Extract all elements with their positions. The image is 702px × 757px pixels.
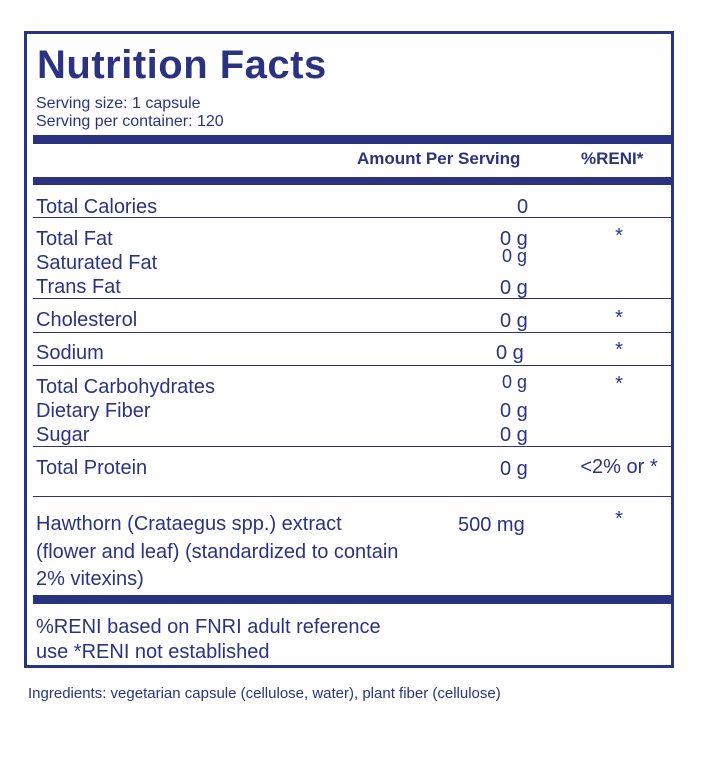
hawthorn-label-line-3: 2% vitexins) [36,568,144,590]
hawthorn-label-line-2: (flower and leaf) (standardized to conta… [36,541,399,563]
row-label-sodium: Sodium [36,342,104,364]
row-amount-total-fat: 0 g [500,228,528,250]
divider [33,217,671,218]
row-label-total-calories: Total Calories [36,196,158,218]
row-label-total-protein: Total Protein [36,457,148,479]
row-amount-saturated-fat: 0 g [502,246,528,266]
row-reni-total-carbohydrates: * [615,373,623,395]
divider [33,446,671,447]
hawthorn-amount: 500 mg [458,514,525,536]
serving-size: Serving size: 1 capsule [36,95,201,112]
row-amount-total-carbohydrates: 0 g [502,372,528,392]
footnote-line-1: %RENI based on FNRI adult reference [36,616,381,638]
panel-title: Nutrition Facts [37,43,327,87]
row-amount-sodium: 0 g [496,342,524,364]
row-amount-sugar: 0 g [500,424,528,446]
servings-per-container: Serving per container: 120 [36,113,224,130]
row-label-trans-fat: Trans Fat [36,276,121,298]
hawthorn-reni: * [615,508,623,530]
divider [33,365,671,366]
row-amount-total-calories: 0 [517,196,529,218]
divider [33,496,671,497]
row-amount-dietary-fiber: 0 g [500,400,528,422]
thick-bar-top [33,135,671,144]
divider [33,332,671,333]
reni-header: %RENI* [581,149,644,168]
row-amount-cholesterol: 0 g [500,310,528,332]
row-reni-sodium: * [615,339,623,361]
footnote-line-2: use *RENI not established [36,641,270,663]
ingredients-text: Ingredients: vegetarian capsule (cellulo… [28,685,501,702]
divider [33,298,671,299]
hawthorn-label-line-1: Hawthorn (Crataegus spp.) extract [36,513,342,535]
row-reni-cholesterol: * [615,307,623,329]
nutrition-facts-panel: Nutrition Facts Serving size: 1 capsule … [24,31,674,668]
row-label-total-fat: Total Fat [36,228,113,250]
row-label-dietary-fiber: Dietary Fiber [36,400,151,422]
row-label-cholesterol: Cholesterol [36,309,138,331]
row-label-saturated-fat: Saturated Fat [36,252,158,274]
row-reni-total-protein: <2% or * [580,456,658,478]
thick-bar-header [33,177,671,185]
row-reni-total-fat: * [615,225,623,247]
thick-bar-bottom [33,595,671,604]
row-amount-total-protein: 0 g [500,458,528,480]
amount-per-serving-header: Amount Per Serving [357,149,521,168]
row-amount-trans-fat: 0 g [500,277,528,299]
row-label-total-carbohydrates: Total Carbohydrates [36,376,215,398]
row-label-sugar: Sugar [36,424,90,446]
